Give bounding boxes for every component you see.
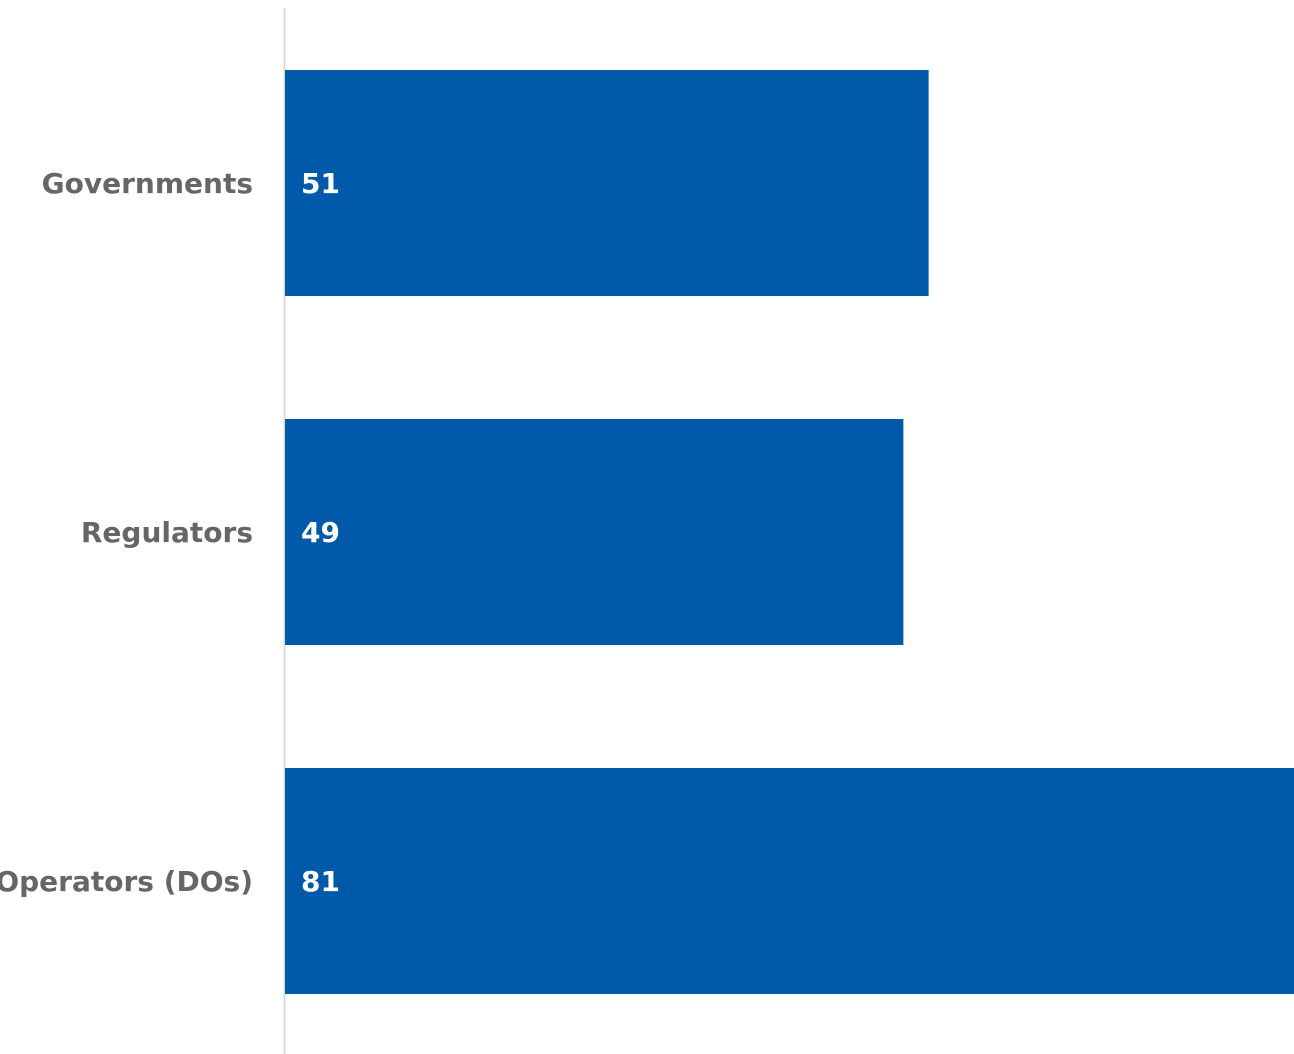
value-label: 81 [301, 865, 340, 898]
value-label: 51 [301, 167, 340, 200]
category-label: Operators (DOs) [0, 865, 253, 898]
bar-operators-dos [285, 768, 1294, 994]
bar-regulators [285, 419, 904, 645]
labels-group: Governments 51 Regulators 49 Operators (DOs)… [0, 167, 340, 898]
bar-governments [285, 70, 929, 296]
value-label: 49 [301, 516, 340, 549]
category-label: Regulators [81, 516, 253, 549]
category-label: Governments [42, 167, 253, 200]
bars-group [285, 70, 1294, 994]
